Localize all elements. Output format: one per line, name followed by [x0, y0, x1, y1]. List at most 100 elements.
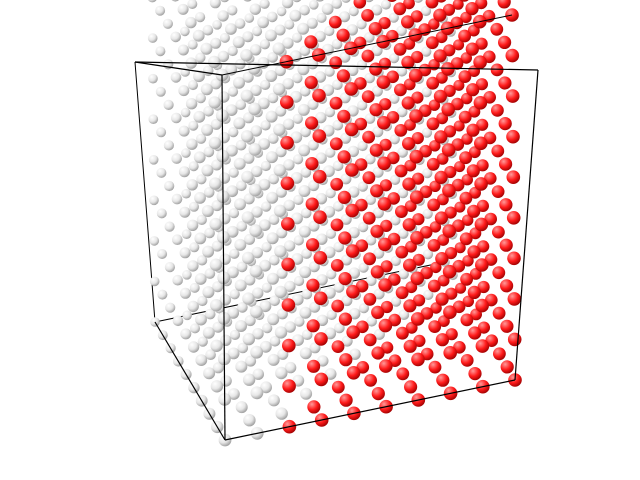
- red-atom: [428, 18, 440, 30]
- red-atom: [459, 151, 472, 165]
- white-atom: [149, 276, 160, 287]
- white-atom: [365, 153, 376, 165]
- red-atom: [429, 140, 441, 152]
- red-atom: [376, 75, 391, 89]
- white-atom: [252, 328, 264, 340]
- red-atom: [328, 15, 342, 29]
- red-atom: [370, 184, 384, 198]
- white-atom: [348, 186, 360, 198]
- red-atom: [443, 305, 457, 320]
- white-atom: [171, 193, 183, 205]
- red-atom: [377, 116, 391, 130]
- white-atom: [364, 32, 375, 43]
- red-atom: [498, 117, 512, 131]
- red-atom: [454, 242, 466, 254]
- white-atom: [268, 133, 279, 144]
- red-atom: [462, 214, 474, 226]
- red-atom: [337, 109, 351, 123]
- white-atom: [277, 348, 289, 360]
- red-atom: [458, 70, 472, 83]
- red-atom: [409, 109, 423, 123]
- white-atom: [324, 107, 336, 118]
- red-atom: [475, 258, 489, 272]
- red-atom: [434, 211, 448, 225]
- white-atom: [357, 181, 368, 192]
- white-atom: [201, 164, 214, 177]
- white-atom: [275, 186, 287, 198]
- white-atom: [249, 264, 263, 278]
- red-atom: [436, 373, 450, 387]
- red-atom: [410, 10, 423, 23]
- red-atom: [346, 325, 361, 340]
- red-atom: [467, 204, 481, 218]
- white-atom: [325, 188, 336, 199]
- white-atom: [297, 63, 310, 76]
- white-atom: [227, 347, 240, 360]
- white-atom: [186, 219, 199, 231]
- white-atom: [157, 289, 168, 300]
- red-atom: [378, 278, 392, 292]
- white-atom: [315, 152, 327, 164]
- white-atom: [233, 76, 245, 89]
- white-atom: [197, 295, 208, 307]
- white-atom: [248, 102, 261, 116]
- white-atom: [235, 99, 247, 110]
- white-atom: [324, 66, 335, 77]
- white-atom: [308, 261, 320, 273]
- white-atom: [421, 87, 432, 98]
- red-atom: [345, 203, 360, 218]
- white-atom: [203, 187, 215, 198]
- red-atom: [490, 22, 504, 36]
- red-atom: [380, 260, 393, 273]
- white-atom: [268, 214, 280, 225]
- white-atom: [227, 45, 238, 57]
- white-atom: [210, 339, 223, 352]
- white-atom: [250, 44, 262, 56]
- white-atom: [357, 140, 368, 152]
- red-atom: [492, 225, 505, 239]
- red-atom: [433, 89, 447, 103]
- white-atom: [236, 261, 248, 273]
- white-atom: [204, 227, 215, 239]
- white-atom: [188, 120, 199, 131]
- white-atom: [347, 105, 359, 117]
- red-atom: [378, 318, 393, 333]
- red-atom: [461, 92, 473, 105]
- red-atom: [499, 157, 513, 171]
- red-atom: [363, 252, 376, 266]
- white-atom: [220, 375, 232, 387]
- white-atom: [232, 36, 245, 49]
- white-atom: [294, 316, 305, 327]
- white-atom: [235, 360, 248, 373]
- white-atom: [397, 228, 409, 239]
- white-atom: [190, 323, 200, 334]
- white-atom: [422, 168, 433, 179]
- red-atom: [337, 190, 351, 204]
- red-atom: [395, 286, 409, 300]
- red-atom: [404, 380, 418, 394]
- red-atom: [429, 180, 441, 192]
- red-atom: [473, 96, 488, 110]
- white-atom: [347, 64, 359, 77]
- white-atom: [299, 306, 312, 319]
- red-atom: [408, 68, 423, 83]
- white-atom: [324, 368, 337, 380]
- red-atom: [443, 125, 457, 138]
- white-atom: [292, 0, 301, 3]
- white-atom: [274, 285, 287, 299]
- red-atom: [460, 354, 474, 367]
- red-atom: [474, 217, 489, 232]
- white-atom: [196, 174, 207, 185]
- red-atom: [429, 221, 442, 233]
- white-atom: [365, 194, 377, 205]
- red-atom: [313, 291, 328, 306]
- white-atom: [189, 282, 200, 293]
- white-atom: [148, 73, 158, 84]
- white-atom: [171, 153, 182, 164]
- white-atom: [364, 72, 376, 84]
- red-atom: [362, 171, 376, 185]
- white-atom: [268, 173, 280, 185]
- white-atom: [389, 53, 400, 64]
- white-atom: [282, 78, 294, 90]
- red-atom: [459, 191, 473, 205]
